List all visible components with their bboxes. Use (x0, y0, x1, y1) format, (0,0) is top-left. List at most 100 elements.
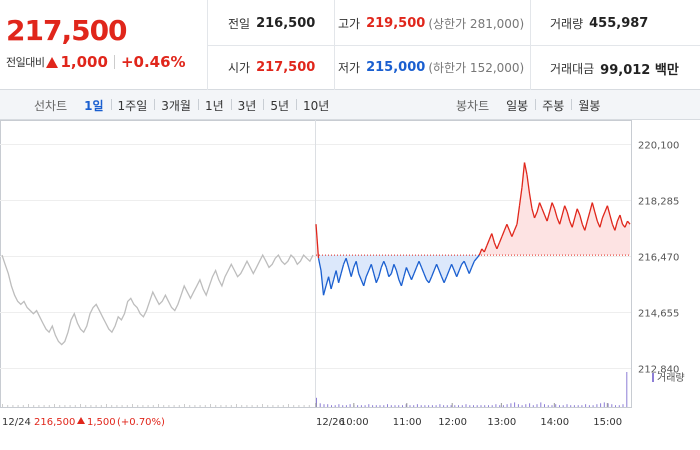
price-segment (453, 270, 458, 277)
price-segment (521, 162, 526, 188)
open-label: 시가 (228, 61, 251, 75)
volume-bar (544, 404, 545, 407)
volume-bar (577, 405, 579, 407)
tab-monthly[interactable]: 월봉 (571, 97, 607, 114)
price-segment (581, 223, 586, 231)
volume-bar (540, 402, 542, 407)
volume-bar (450, 405, 452, 407)
price-segment (566, 211, 571, 222)
prev-volume-bar (293, 405, 295, 407)
prev-volume-bar (178, 405, 180, 407)
volume-bar (618, 405, 620, 407)
price-segment (526, 174, 531, 194)
prev-volume-bar (100, 405, 102, 407)
price-segment (543, 214, 548, 222)
price-segment (584, 220, 588, 231)
price-segment (438, 270, 443, 277)
price-segment (385, 267, 390, 277)
high-value: 219,500 (366, 16, 426, 31)
price-segment (327, 276, 332, 290)
volume-bar (588, 405, 590, 407)
prev-volume-bar (147, 405, 149, 407)
price-segment (503, 223, 508, 231)
volume-bar (338, 404, 340, 407)
y-tick-label: 218,285 (638, 197, 679, 208)
price-segment (616, 214, 621, 222)
trade-value-label: 거래대금 (550, 62, 595, 76)
tab-1y[interactable]: 1년 (197, 97, 231, 114)
high-cell: 고가 219,500 (상한가 281,000) (338, 15, 524, 32)
price-segment (596, 220, 601, 228)
volume-bar (387, 404, 388, 407)
price-segment (458, 264, 463, 271)
price-segment (476, 254, 480, 259)
prev-volume-bar (199, 405, 201, 407)
volume-bar (342, 405, 344, 407)
volume-bar (573, 405, 575, 407)
tab-daily[interactable]: 일봉 (506, 98, 529, 113)
price-segment (325, 276, 330, 287)
tab-3m[interactable]: 3개월 (154, 97, 198, 114)
prev-volume-bar (194, 405, 196, 407)
volume-bar (435, 405, 437, 407)
price-segment (501, 230, 506, 237)
price-segment (561, 205, 566, 216)
change-amount: 1,000 (60, 53, 108, 71)
price-segment (342, 257, 347, 265)
volume-bar (495, 404, 497, 407)
volume-bar (331, 405, 332, 407)
prev-volume-bar (303, 405, 305, 407)
volume-bar (420, 405, 422, 407)
divider (208, 45, 700, 46)
price-segment (498, 236, 503, 243)
price-segment (423, 273, 428, 281)
tab-5y[interactable]: 5년 (263, 97, 296, 114)
prev-volume-bar (225, 405, 227, 407)
volume-bar (383, 405, 385, 407)
price-segment (548, 202, 553, 213)
price-segment (468, 267, 473, 274)
tab-weekly[interactable]: 주봉 (535, 97, 571, 114)
tab-1d[interactable]: 1일 (84, 98, 104, 113)
price-segment (408, 273, 413, 281)
change-percent: +0.46% (120, 53, 186, 71)
volume-bar (364, 405, 366, 407)
x-tick-label: 12:00 (438, 417, 467, 428)
prev-volume-bar (184, 404, 185, 407)
volume-value: 455,987 (589, 16, 649, 31)
price-segment (594, 211, 598, 222)
x-tick-label: 15:00 (593, 417, 622, 428)
lower-limit: (하한가 152,000) (428, 61, 525, 75)
volume-bar (323, 404, 325, 407)
price-segment (486, 239, 490, 247)
volume-bar (510, 403, 512, 407)
volume-bar (529, 403, 531, 407)
x-tick-label: 12/26 (316, 417, 345, 428)
x-tick-label: 13:00 (487, 417, 516, 428)
prev-volume-bar (74, 405, 76, 407)
volume-bar (431, 405, 433, 407)
prev-volume-bar (163, 405, 165, 407)
volume-bar (413, 405, 415, 407)
prev-volume-bar (298, 405, 300, 407)
volume-bar (488, 405, 489, 407)
volume-label: 거래량 (550, 17, 584, 31)
volume-bar (458, 405, 459, 407)
price-segment (604, 205, 609, 213)
price-segment (599, 217, 604, 228)
price-segment (380, 260, 385, 268)
tab-3y[interactable]: 3년 (230, 97, 264, 114)
price-segment (358, 273, 362, 281)
tab-1w[interactable]: 1주일 (110, 97, 155, 114)
price-segment (506, 223, 511, 231)
volume-bar (622, 404, 624, 407)
price-segment (355, 261, 360, 274)
price-segment (533, 211, 538, 219)
tab-10y[interactable]: 10년 (296, 97, 336, 114)
volume-bar (428, 405, 430, 407)
price-segment (546, 211, 551, 222)
change-row: 전일대비 1,000 +0.46% (6, 53, 186, 71)
price-segment (448, 264, 453, 271)
price-segment (395, 270, 400, 280)
